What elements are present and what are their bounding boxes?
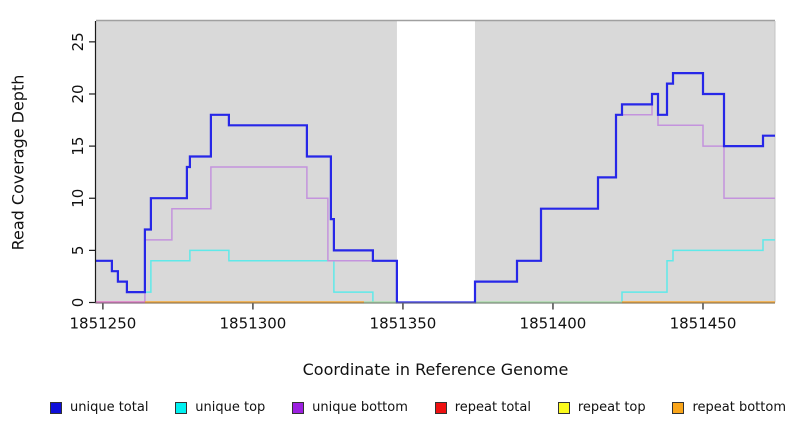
legend-swatch (292, 401, 305, 414)
x-tick-label: 1851400 (520, 315, 587, 333)
y-tick-label: 0 (69, 298, 87, 308)
legend-item-unique-bottom: unique bottom (292, 400, 408, 415)
legend-swatch (50, 401, 62, 414)
y-axis-title: Read Coverage Depth (8, 74, 28, 250)
legend-label: repeat top (577, 400, 646, 415)
legend-item-repeat-total: repeat total (434, 400, 531, 415)
legend-swatch (672, 401, 685, 414)
legend-item-repeat-top: repeat top (557, 400, 646, 415)
x-tick-label: 1851250 (69, 315, 136, 333)
legend-swatch (434, 401, 447, 414)
legend: unique total unique top unique bottom repea… (50, 400, 786, 415)
legend-item-unique-total: unique total (50, 400, 148, 415)
legend-label: repeat total (454, 400, 531, 415)
y-tick-label: 20 (69, 84, 87, 103)
x-tick-label: 1851300 (220, 315, 287, 333)
legend-swatch (557, 401, 570, 414)
y-tick-label: 5 (69, 246, 87, 256)
chart-plot-area: 1851250 1851300 1851350 1851400 1851450 0 5 10 1… (69, 19, 776, 333)
coverage-gap-region (396, 21, 475, 303)
series-line-unique-total (96, 72, 775, 304)
legend-item-repeat-bottom: repeat bottom (672, 400, 786, 415)
x-axis-title: Coordinate in Reference Genome (302, 360, 569, 379)
y-tick-label: 15 (69, 137, 87, 156)
x-tick-label: 1851450 (670, 315, 737, 333)
legend-swatch (175, 401, 188, 414)
legend-label: unique bottom (312, 400, 408, 415)
legend-label: repeat bottom (692, 400, 786, 415)
y-axis-title-box: Read Coverage Depth (6, 21, 30, 303)
y-tick-label: 25 (69, 32, 87, 51)
legend-label: unique total (70, 400, 149, 415)
legend-label: unique top (195, 400, 266, 415)
y-tick-label: 10 (69, 189, 87, 208)
x-tick-label: 1851350 (370, 315, 437, 333)
legend-item-unique-top: unique top (175, 400, 265, 415)
